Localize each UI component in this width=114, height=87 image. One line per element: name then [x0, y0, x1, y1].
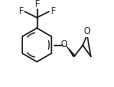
- Text: F: F: [34, 0, 39, 9]
- Text: F: F: [50, 7, 55, 16]
- Polygon shape: [65, 45, 75, 57]
- Text: F: F: [18, 7, 23, 16]
- Text: O: O: [83, 27, 89, 36]
- Text: O: O: [60, 40, 67, 49]
